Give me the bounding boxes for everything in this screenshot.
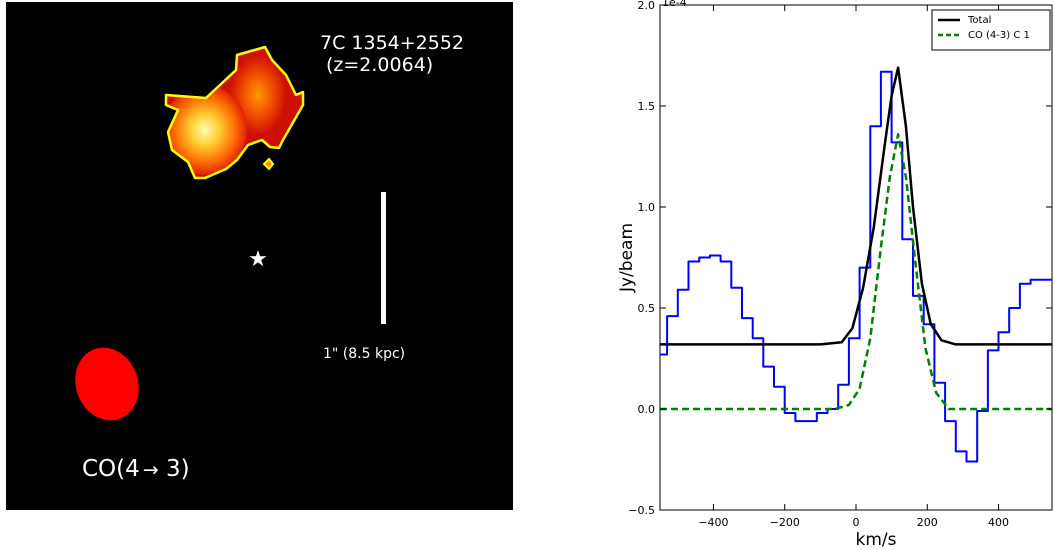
co-intensity-map: 7C 1354+2552 (z=2.0064) 1" (8.5 kpc) ★ C… [6, 2, 513, 510]
y-multiplier-label: 1e-4 [662, 0, 687, 9]
total-fit-line [660, 66, 1052, 346]
source-name: 7C 1354+2552 [320, 32, 464, 54]
star-marker-icon: ★ [248, 247, 268, 272]
x-tick-label: −400 [698, 516, 728, 529]
x-tick-label: 0 [853, 516, 860, 529]
plot-frame [659, 4, 1053, 511]
x-axis-label: km/s [856, 530, 897, 550]
y-tick-label: 0.5 [638, 302, 656, 315]
spectrum-step-line [660, 70, 1052, 463]
scale-bar [381, 192, 386, 324]
beam-ellipse [75, 347, 139, 421]
legend-box [931, 9, 1051, 51]
legend-entry: CO (4-3) C 1 [968, 30, 1030, 41]
redshift-label: (z=2.0064) [326, 54, 433, 76]
component-fit-line [660, 133, 1052, 411]
scale-bar-label: 1" (8.5 kpc) [323, 346, 405, 362]
y-tick-label: 1.0 [638, 201, 656, 214]
legend-entry: Total [967, 15, 991, 26]
y-tick-label: 1.5 [638, 100, 656, 113]
line-transition-label: CO(4 → 3) [82, 456, 190, 482]
y-tick-label: −0.5 [628, 504, 655, 517]
y-tick-label: 2.0 [638, 0, 656, 12]
y-tick-label: 0.0 [638, 403, 656, 416]
x-tick-label: −200 [770, 516, 800, 529]
contour-blob [262, 157, 275, 171]
emission-contour [164, 45, 305, 180]
x-tick-label: 400 [988, 516, 1009, 529]
y-axis-label: Jy/beam [617, 223, 637, 293]
x-tick-label: 200 [917, 516, 938, 529]
